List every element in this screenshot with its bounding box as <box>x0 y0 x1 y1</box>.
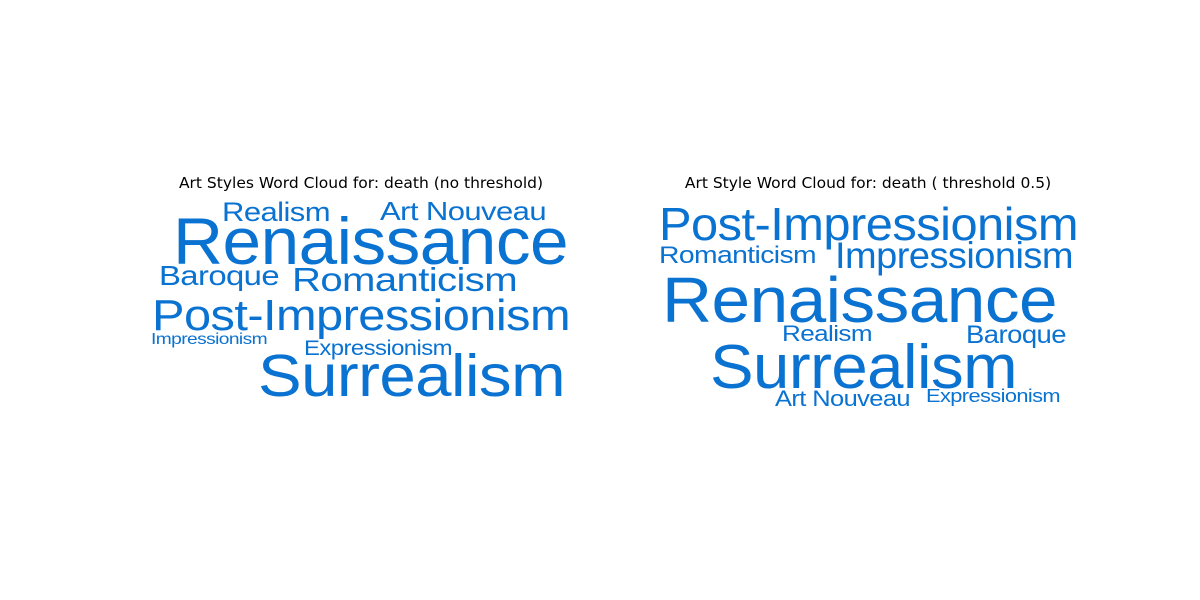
word-expressionism: Expressionism <box>926 386 1060 406</box>
word-renaissance: Renaissance <box>173 204 568 278</box>
word-renaissance: Renaissance <box>662 264 1057 336</box>
word-surrealism: Surrealism <box>710 333 1017 402</box>
word-romanticism: Romanticism <box>659 242 816 269</box>
word-baroque: Baroque <box>966 321 1066 349</box>
word-dot: · <box>339 212 347 223</box>
word-post-impressionism: Post-Impressionism <box>659 198 1078 250</box>
word-expressionism: Expressionism <box>304 337 452 360</box>
word-cloud-left: RenaissanceSurrealismPost-ImpressionismR… <box>151 196 571 409</box>
word-impressionism: Impressionism <box>151 331 267 348</box>
left-chart-title: Art Styles Word Cloud for: death (no thr… <box>178 174 544 192</box>
word-art-nouveau: Art Nouveau <box>775 386 910 411</box>
word-post-impressionism: Post-Impressionism <box>152 291 570 340</box>
word-impressionism: Impressionism <box>835 235 1073 276</box>
word-romanticism: Romanticism <box>292 261 517 298</box>
word-realism: Realism <box>782 321 872 346</box>
right-chart-title: Art Style Word Cloud for: death ( thresh… <box>684 174 1052 192</box>
word-baroque: Baroque <box>159 260 279 291</box>
word-realism: Realism <box>222 197 330 227</box>
word-art-nouveau: Art Nouveau <box>380 196 546 226</box>
word-surrealism: Surrealism <box>258 343 565 409</box>
